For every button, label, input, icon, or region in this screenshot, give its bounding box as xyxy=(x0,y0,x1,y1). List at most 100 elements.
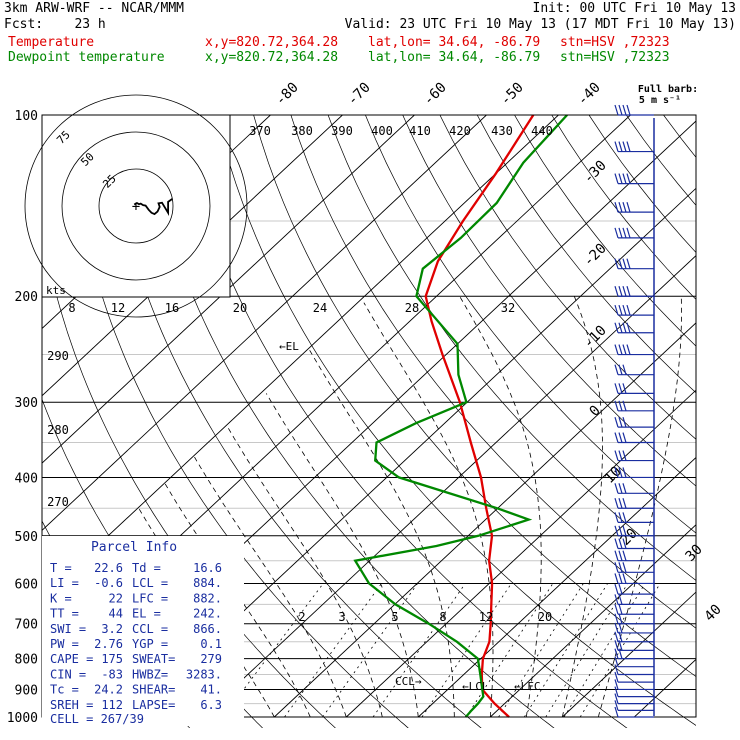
theta-label: 380 xyxy=(291,124,313,138)
mixing-ratio-line xyxy=(284,583,382,718)
theta-label: 430 xyxy=(491,124,513,138)
parcel-field-label: SREH = xyxy=(50,698,93,712)
wind-barb xyxy=(614,450,654,462)
dry-adiabat-line xyxy=(253,115,696,677)
parcel-field-value: 22.6 xyxy=(94,561,123,575)
mixing-ratio-line xyxy=(523,583,608,718)
parcel-field-label: YGP = xyxy=(132,637,168,651)
level-marker-lfc: ←LFC xyxy=(514,680,541,693)
wind-barb xyxy=(614,400,654,412)
wind-barb xyxy=(614,304,654,316)
wind-barb xyxy=(614,562,654,573)
parcel-field-label: CIN = xyxy=(50,667,86,681)
wind-barb xyxy=(614,686,654,698)
mixing-ratio-label: 20 xyxy=(233,301,247,315)
mixing-ratio-label: 8 xyxy=(439,610,446,624)
parcel-field-value: 242. xyxy=(193,607,222,621)
dry-adiabat-line xyxy=(290,115,696,629)
parcel-field-label: LCL = xyxy=(132,576,168,590)
legend-dewpoint: Dewpoint temperature xyxy=(8,50,165,65)
isotherm-line xyxy=(274,322,696,718)
parcel-field-value: 44 xyxy=(109,607,123,621)
parcel-field-value: 882. xyxy=(193,591,222,605)
isotherm-label: -30 xyxy=(581,158,610,187)
parcel-field-label: EL = xyxy=(132,607,161,621)
parcel-field-label: CAPE = xyxy=(50,652,93,666)
mixing-ratio-label: 16 xyxy=(165,301,179,315)
wind-barb xyxy=(614,671,654,683)
isotherm-line xyxy=(202,254,696,718)
wind-barb xyxy=(614,322,654,334)
moist-adiabat-line xyxy=(194,456,347,718)
isotherm-label: -10 xyxy=(581,323,610,352)
theta-label: 390 xyxy=(331,124,353,138)
parcel-field-value: 0.1 xyxy=(200,637,222,651)
mixing-ratio-label: 3 xyxy=(338,610,345,624)
wind-barb xyxy=(614,344,654,356)
isotherm-line xyxy=(42,115,559,599)
wind-barb xyxy=(614,416,654,428)
parcel-field-label: K = xyxy=(50,591,72,605)
point-xy-temp: x,y=820.72,364.28 xyxy=(205,35,339,50)
wind-barb xyxy=(614,664,654,676)
wind-barb xyxy=(614,141,654,153)
hodograph-ring xyxy=(61,131,211,281)
pressure-tick-label: 200 xyxy=(15,290,38,305)
point-xy-dew: x,y=820.72,364.28 xyxy=(205,50,339,65)
isotherm-label: -40 xyxy=(575,80,604,109)
mixing-ratio-label: 8 xyxy=(68,301,75,315)
dry-adiabat-line xyxy=(476,115,696,394)
parcel-info-title: Parcel Info xyxy=(91,540,177,555)
parcel-field-value: 112 xyxy=(101,698,123,712)
theta-label: 280 xyxy=(47,423,69,437)
dry-adiabat-line xyxy=(663,115,696,158)
isotherm-line xyxy=(562,591,696,718)
theta-label: 420 xyxy=(449,124,471,138)
parcel-field-value: 866. xyxy=(193,622,222,636)
wind-key-title: Full barb: xyxy=(638,84,698,95)
wind-barb xyxy=(614,631,654,643)
moist-adiabat-line xyxy=(227,426,383,718)
theta-label: 290 xyxy=(47,349,69,363)
isotherm-line xyxy=(42,115,343,397)
isotherm-line xyxy=(634,658,696,718)
mixing-ratio-label: 28 xyxy=(405,301,419,315)
level-marker-lcl: ←LCL xyxy=(462,680,489,693)
moist-adiabat-line xyxy=(561,296,603,718)
mixing-ratio-label: 20 xyxy=(538,610,552,624)
legend-temperature: Temperature xyxy=(8,35,95,50)
mixing-ratio-label: 5 xyxy=(391,610,398,624)
wind-barb xyxy=(614,706,654,718)
dry-adiabat-line xyxy=(402,115,696,487)
dry-adiabat-line xyxy=(141,115,555,728)
wind-barb xyxy=(614,104,654,116)
parcel-field-label: SWI = xyxy=(50,622,86,636)
wind-barb xyxy=(614,583,654,595)
dry-adiabat-line xyxy=(701,115,740,730)
isotherm-line xyxy=(42,115,415,464)
pressure-tick-label: 500 xyxy=(15,530,38,545)
parcel-field-label: CCL = xyxy=(132,622,168,636)
wind-barb xyxy=(614,286,654,297)
dry-adiabat-line xyxy=(588,115,696,254)
moist-adiabat-line xyxy=(459,295,542,718)
dry-adiabat-line xyxy=(215,115,696,726)
wind-barb xyxy=(614,640,654,651)
moist-adiabat-line xyxy=(363,302,494,718)
parcel-field-value: 884. xyxy=(193,576,222,590)
mixing-ratio-label: 12 xyxy=(111,301,125,315)
isotherm-label: -50 xyxy=(498,80,527,109)
parcel-info-box xyxy=(42,536,244,726)
wind-barb xyxy=(614,483,654,494)
wind-barb xyxy=(614,550,654,562)
isotherm-label: -70 xyxy=(345,80,374,109)
parcel-field-value: -83 xyxy=(101,667,123,681)
mixing-ratio-line xyxy=(465,583,554,718)
dry-adiabat-line xyxy=(439,115,696,440)
isotherm-line xyxy=(42,115,487,531)
parcel-field-label: TT = xyxy=(50,607,79,621)
parcel-field-value: 3.2 xyxy=(101,622,123,636)
wind-barb xyxy=(614,656,654,668)
pressure-tick-label: 600 xyxy=(15,577,38,592)
parcel-field-label: LFC = xyxy=(132,591,168,605)
